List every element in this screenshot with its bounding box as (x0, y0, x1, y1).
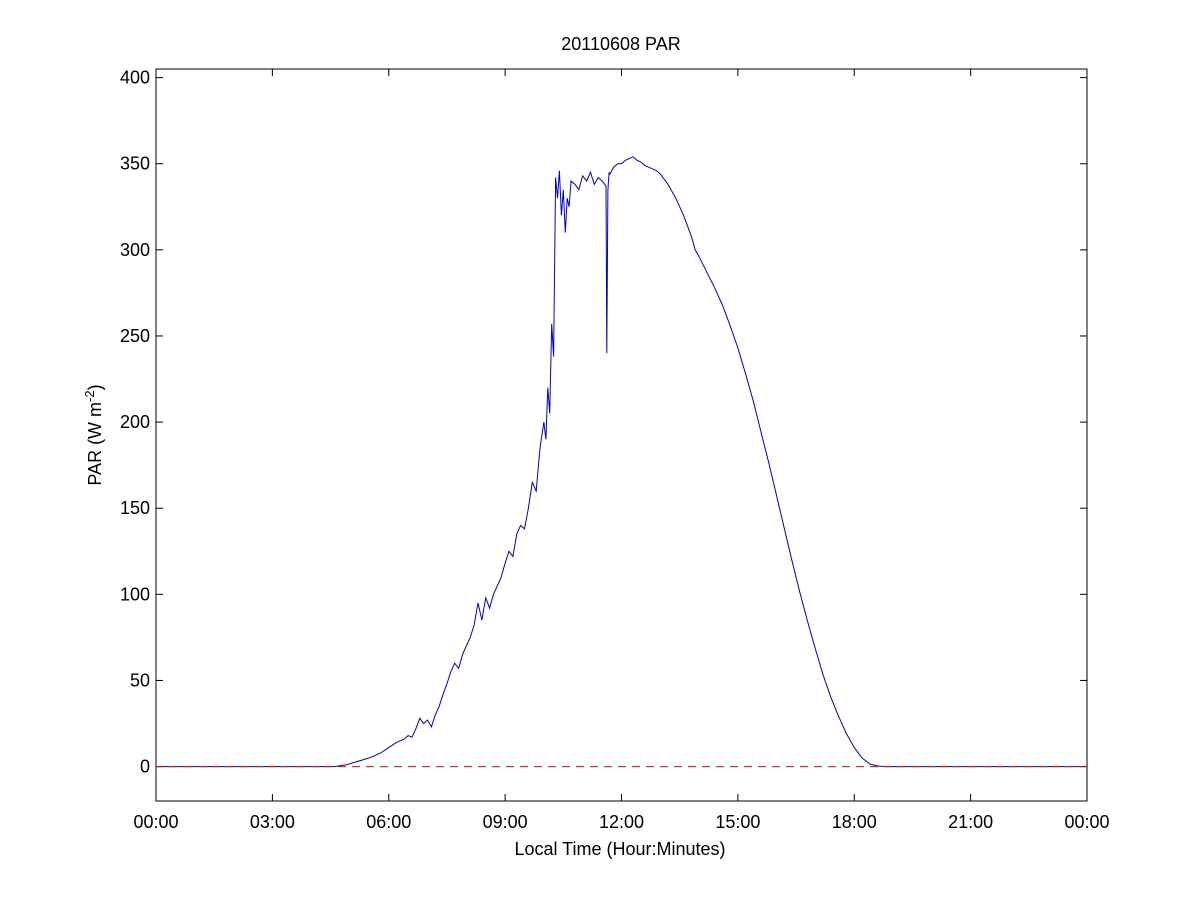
y-tick-label: 400 (120, 68, 150, 88)
y-tick-label: 50 (130, 670, 150, 690)
y-tick-label: 350 (120, 154, 150, 174)
plot-area (155, 68, 1088, 802)
y-axis-label-main: PAR (W m (85, 402, 105, 486)
x-tick-label: 00:00 (133, 812, 178, 832)
chart-title: 20110608 PAR (561, 34, 680, 54)
x-tick-label: 06:00 (366, 812, 411, 832)
y-tick-label: 100 (120, 584, 150, 604)
data-series (156, 156, 1087, 768)
y-axis-ticks: 0 50 100 150 200 250 300 350 400 (120, 68, 1087, 777)
y-axis-label-close: ) (85, 384, 105, 390)
x-axis-label: Local Time (Hour:Minutes) (514, 839, 725, 859)
x-tick-label: 03:00 (250, 812, 295, 832)
y-axis-label-superscript: -2 (82, 390, 97, 402)
par-series-line (156, 156, 1087, 768)
y-tick-label: 300 (120, 240, 150, 260)
x-tick-label: 12:00 (599, 812, 644, 832)
x-tick-label: 21:00 (948, 812, 993, 832)
y-tick-label: 0 (140, 757, 150, 777)
y-tick-label: 200 (120, 412, 150, 432)
y-axis-label: PAR (W m-2) (82, 384, 105, 485)
x-tick-label: 15:00 (715, 812, 760, 832)
y-tick-label: 150 (120, 498, 150, 518)
y-tick-label: 250 (120, 326, 150, 346)
x-tick-label: 18:00 (832, 812, 877, 832)
x-tick-label: 09:00 (483, 812, 528, 832)
x-axis-ticks: 00:00 03:00 06:00 09:00 12:00 15:00 18:00 21:00… (133, 69, 1110, 832)
x-tick-label: 00:00 (1064, 812, 1109, 832)
